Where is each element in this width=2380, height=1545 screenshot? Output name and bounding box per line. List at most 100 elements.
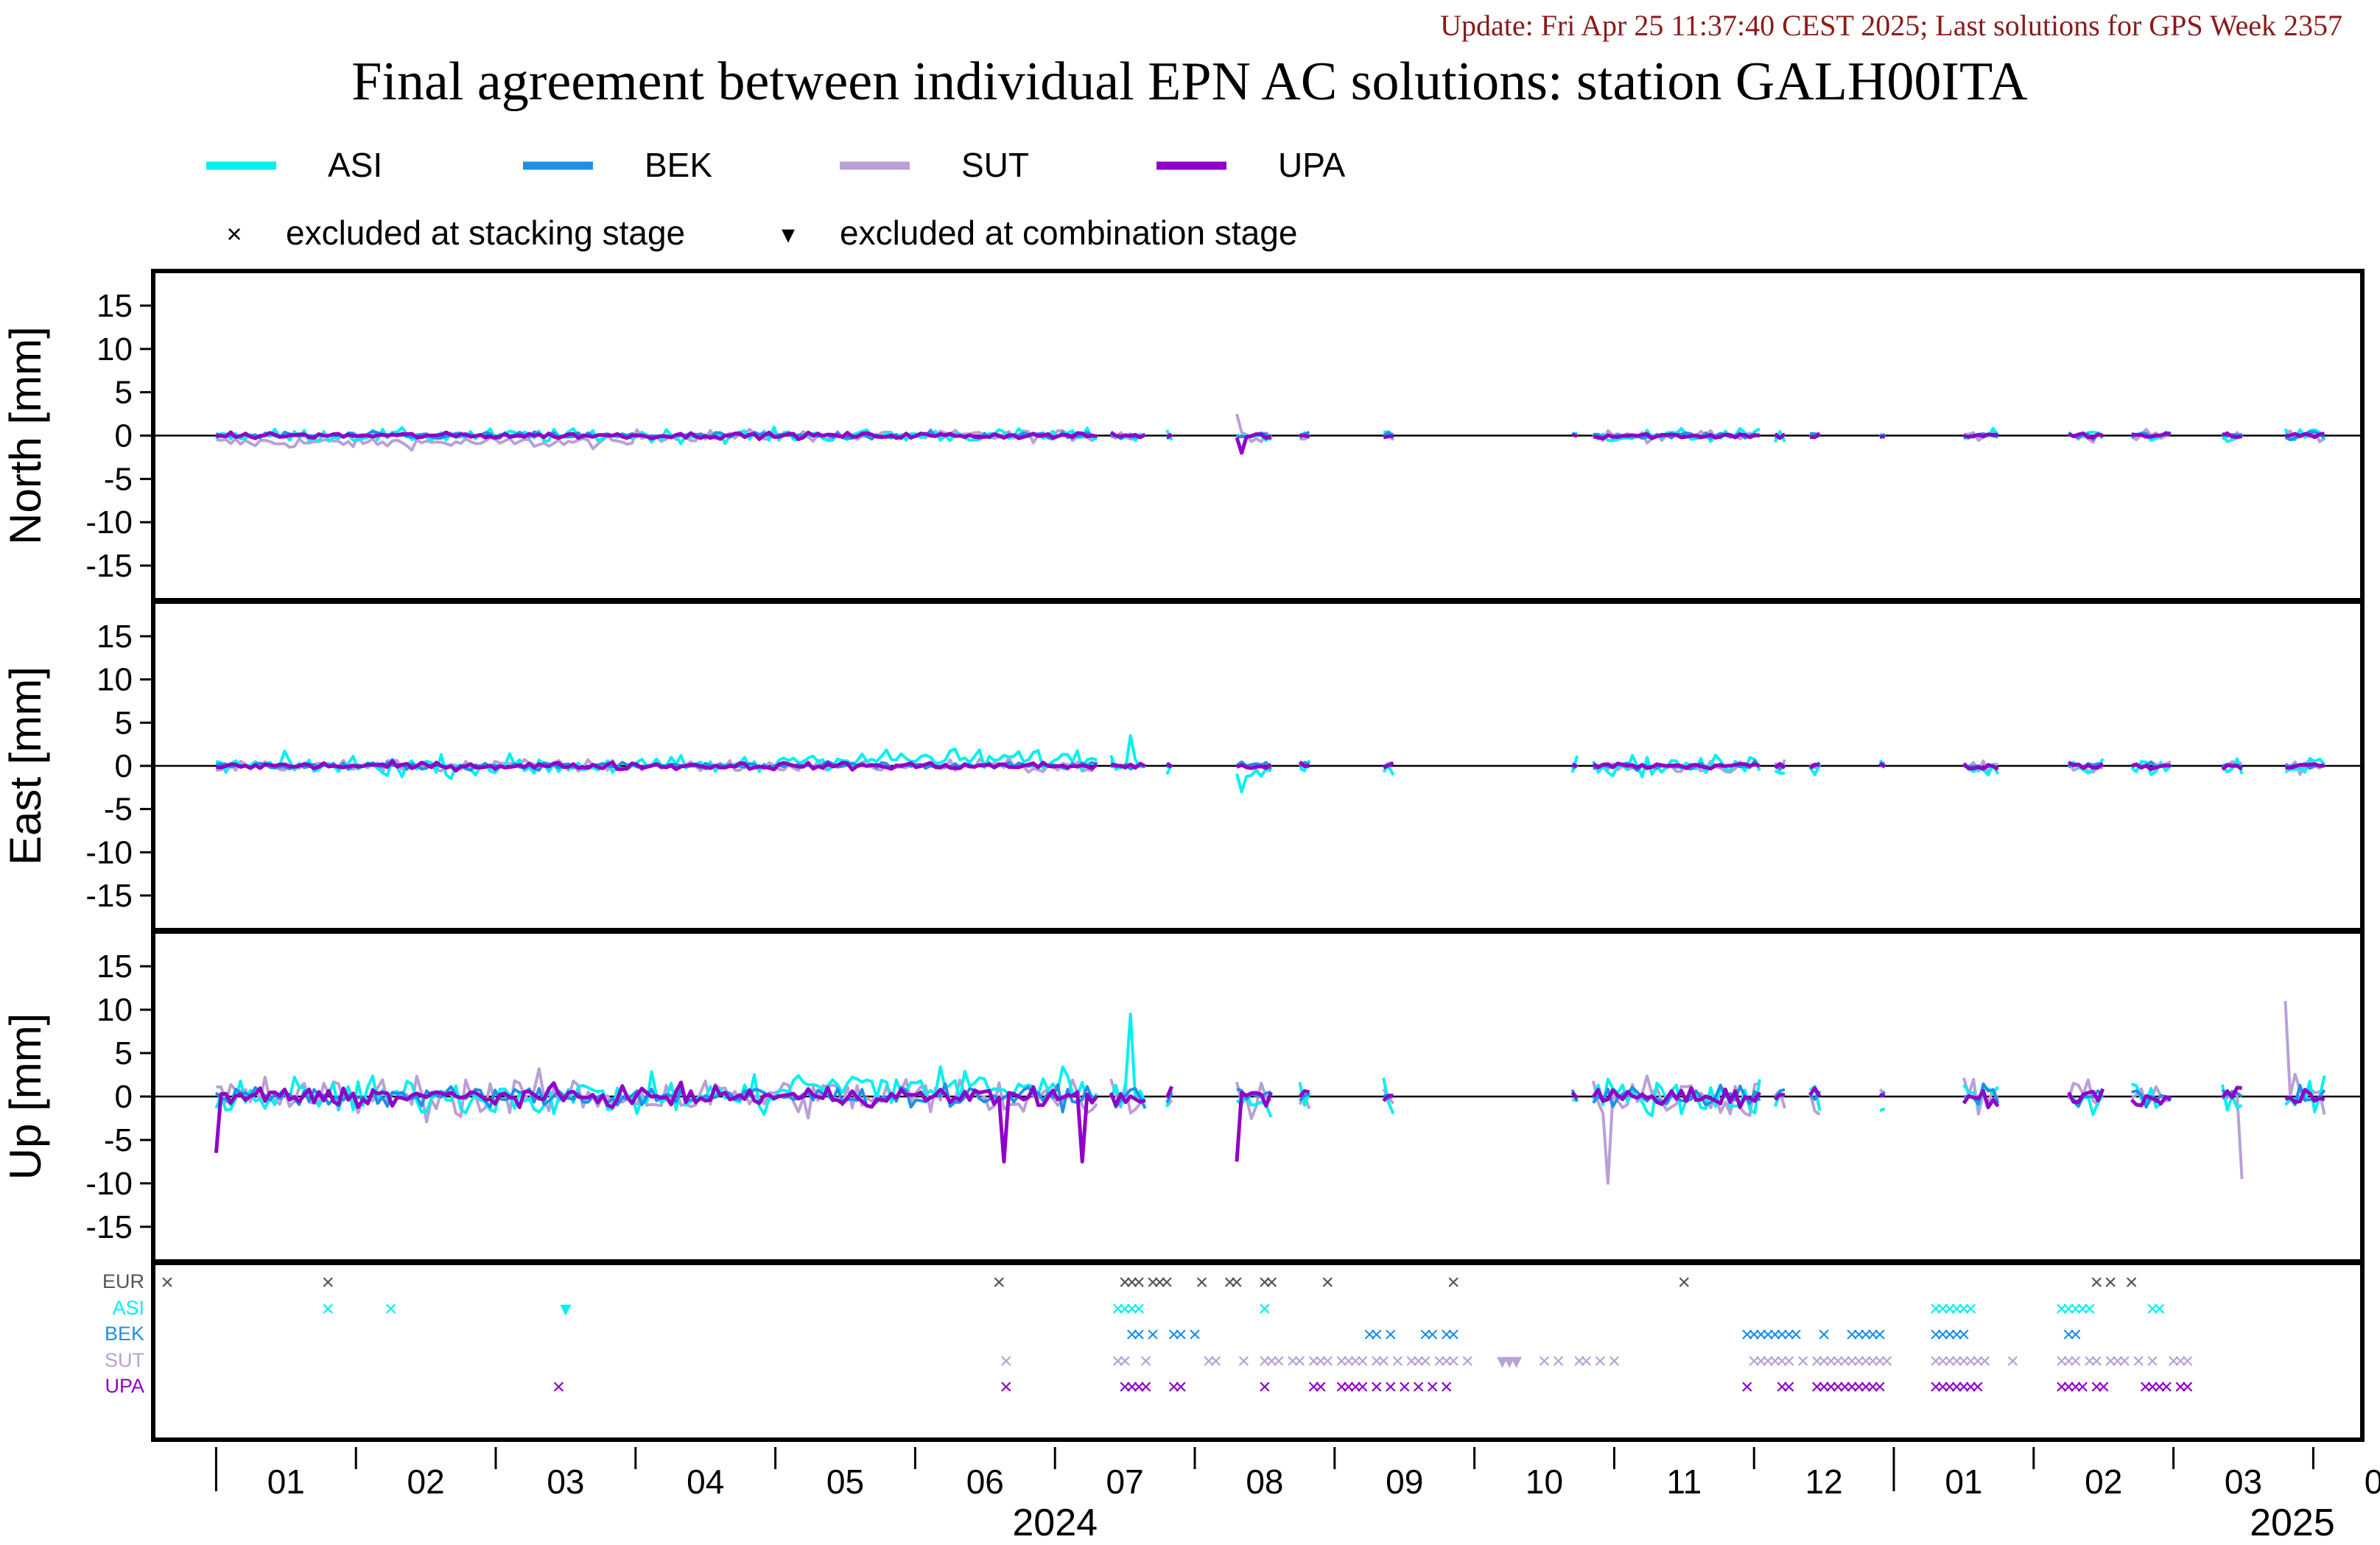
exclusion-mark-stacking: × xyxy=(1979,1349,1992,1373)
series-line-upa xyxy=(1962,1089,2000,1110)
exclusion-mark-stacking: × xyxy=(1831,1349,1844,1373)
exclusion-mark-stacking: × xyxy=(2125,1270,2138,1295)
series-line-bek xyxy=(1165,1092,1173,1104)
exclusion-mark-stacking: × xyxy=(1769,1323,1782,1347)
exclusion-mark-stacking: × xyxy=(2083,1297,2096,1321)
series-line-upa xyxy=(1109,1091,1146,1108)
legend-label-sut: SUT xyxy=(961,146,1029,184)
exclusion-mark-stacking: × xyxy=(1132,1323,1145,1347)
exclusion-mark-stacking: × xyxy=(1266,1349,1279,1373)
exclusion-mark-stacking: × xyxy=(2062,1375,2075,1399)
exclusion-mark-stacking: × xyxy=(2146,1297,2159,1321)
exclusion-mark-stacking: × xyxy=(2076,1375,2089,1399)
exclusion-mark-stacking: × xyxy=(1929,1375,1942,1399)
series-line-upa xyxy=(214,1080,1099,1164)
series-line-upa xyxy=(1593,432,1761,440)
series-line-upa xyxy=(1809,432,1821,440)
exclusion-mark-stacking: × xyxy=(1293,1349,1307,1373)
exclusion-mark-stacking: × xyxy=(1440,1349,1453,1373)
exclusion-mark-stacking: × xyxy=(1747,1349,1761,1373)
exclusion-mark-stacking: × xyxy=(2181,1375,2194,1399)
exclusion-mark-stacking: × xyxy=(1258,1349,1271,1373)
exclusion-mark-stacking: × xyxy=(1447,1323,1460,1347)
exclusion-mark-stacking: × xyxy=(1859,1375,1872,1399)
y-tick-label: 10 xyxy=(96,662,133,698)
exclusion-mark-stacking: × xyxy=(1356,1375,1369,1399)
exclusion-mark-stacking: × xyxy=(1957,1297,1970,1321)
series-line-upa xyxy=(1773,1093,1786,1102)
legend-marker-label: excluded at stacking stage xyxy=(286,214,685,252)
exclusion-mark-stacking: × xyxy=(1747,1323,1761,1347)
exclusion-mark-stacking: × xyxy=(2069,1297,2082,1321)
exclusion-mark-stacking: × xyxy=(1168,1323,1181,1347)
exclusion-mark-stacking: × xyxy=(1307,1375,1321,1399)
exclusion-mark-stacking: × xyxy=(1845,1375,1858,1399)
exclusion-row-label-asi: ASI xyxy=(112,1297,144,1319)
exclusion-mark-combination: ▾ xyxy=(1497,1349,1508,1373)
exclusion-mark-stacking: × xyxy=(1965,1297,1978,1321)
exclusion-mark-stacking: × xyxy=(1943,1349,1956,1373)
y-axis-label-north: North [mm] xyxy=(1,326,50,545)
series-line-upa xyxy=(1298,1089,1310,1099)
exclusion-mark-stacking: × xyxy=(1761,1349,1775,1373)
exclusion-mark-stacking: × xyxy=(1797,1349,1810,1373)
exclusion-row-label-bek: BEK xyxy=(105,1323,144,1345)
series-line-bek xyxy=(214,1082,1098,1113)
exclusion-mark-stacking: × xyxy=(2104,1270,2117,1295)
exclusion-mark-stacking: × xyxy=(1867,1349,1880,1373)
series-line-upa xyxy=(1298,760,1310,768)
x-year-label: 2025 xyxy=(2250,1502,2335,1544)
series-line-upa xyxy=(1109,431,1146,440)
exclusion-mark-stacking: × xyxy=(2069,1375,2082,1399)
exclusion-mark-stacking: × xyxy=(1783,1375,1796,1399)
y-tick-label: 0 xyxy=(115,418,133,454)
exclusion-mark-stacking: × xyxy=(1349,1375,1363,1399)
exclusion-mark-stacking: × xyxy=(2007,1349,2020,1373)
exclusion-mark-stacking: × xyxy=(1839,1375,1852,1399)
x-tick-label: 02 xyxy=(407,1463,445,1501)
exclusion-mark-combination: ▾ xyxy=(1511,1349,1522,1373)
x-tick-label: 06 xyxy=(966,1463,1004,1501)
series-line-asi xyxy=(1879,1107,1886,1113)
exclusion-mark-stacking: × xyxy=(1188,1323,1201,1347)
exclusion-mark-stacking: × xyxy=(1957,1323,1970,1347)
y-tick-label: -10 xyxy=(85,504,133,541)
exclusion-mark-stacking: × xyxy=(1873,1323,1886,1347)
panel-north: 15 10 5 0 -5 -10 -15 North [mm] xyxy=(1,269,2365,602)
exclusion-mark-stacking: × xyxy=(321,1270,334,1295)
x-tick-label: 04 xyxy=(687,1463,724,1501)
y-tick-label: 0 xyxy=(115,1079,133,1115)
exclusion-mark-stacking: × xyxy=(2167,1349,2180,1373)
series-line-upa xyxy=(1299,433,1310,439)
exclusion-mark-stacking: × xyxy=(1126,1270,1139,1295)
exclusion-mark-stacking: × xyxy=(1272,1349,1285,1373)
exclusion-mark-stacking: × xyxy=(1174,1323,1187,1347)
exclusion-mark-stacking: × xyxy=(1825,1375,1838,1399)
y-tick-label: -15 xyxy=(85,878,133,914)
exclusion-mark-stacking: × xyxy=(1817,1323,1830,1347)
exclusion-mark-stacking: × xyxy=(1929,1323,1942,1347)
series-line-upa xyxy=(1570,1091,1579,1100)
exclusion-mark-stacking: × xyxy=(1859,1349,1872,1373)
exclusion-mark-stacking: × xyxy=(1118,1297,1131,1321)
exclusion-mark-stacking: × xyxy=(2153,1297,2166,1321)
exclusion-mark-stacking: × xyxy=(1957,1375,1970,1399)
x-tick-label: 10 xyxy=(1526,1463,1563,1501)
exclusion-mark-stacking: × xyxy=(1943,1297,1956,1321)
exclusion-mark-stacking: × xyxy=(1817,1349,1830,1373)
y-tick-label: 5 xyxy=(115,375,133,411)
exclusion-mark-stacking: × xyxy=(1146,1270,1159,1295)
x-tick-label: 09 xyxy=(1386,1463,1423,1501)
exclusion-mark-stacking: × xyxy=(1853,1349,1866,1373)
legend-marker-symbol: × xyxy=(226,219,242,249)
exclusion-mark-stacking: × xyxy=(1594,1349,1607,1373)
exclusion-mark-stacking: × xyxy=(385,1297,398,1321)
exclusion-mark-stacking: × xyxy=(1321,1349,1335,1373)
exclusion-mark-stacking: × xyxy=(1440,1323,1453,1347)
series-line-upa xyxy=(1591,1086,1761,1109)
exclusion-mark-stacking: × xyxy=(1951,1375,1964,1399)
exclusion-mark-stacking: × xyxy=(2118,1349,2131,1373)
exclusion-mark-stacking: × xyxy=(2069,1349,2082,1373)
exclusion-mark-stacking: × xyxy=(1873,1375,1886,1399)
